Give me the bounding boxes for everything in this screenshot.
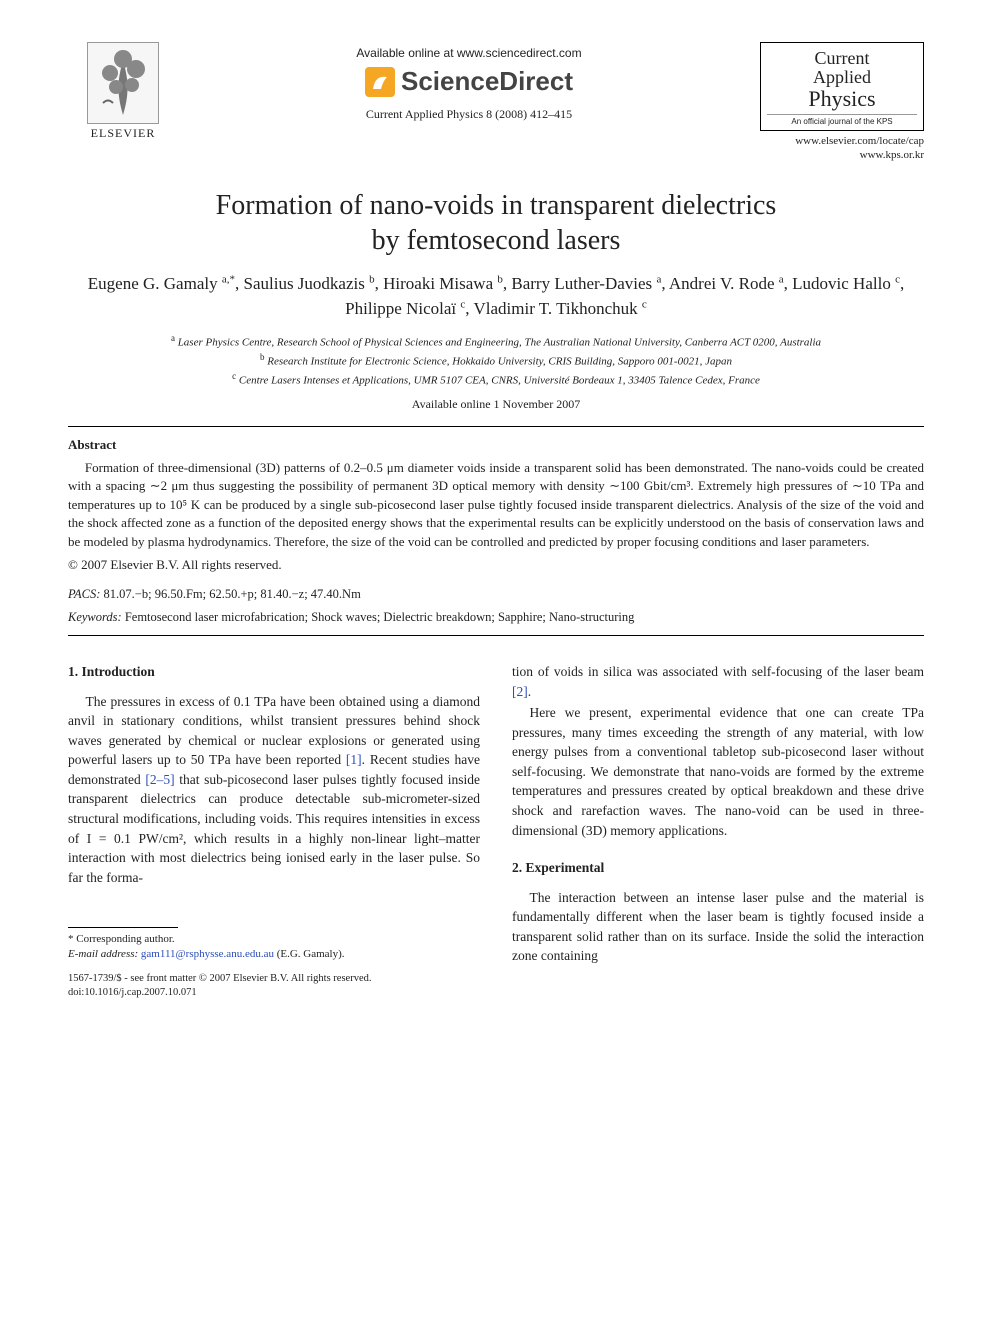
intro-paragraph-1: The pressures in excess of 0.1 TPa have … xyxy=(68,692,480,888)
journal-line1: Current xyxy=(767,49,917,68)
journal-url-2[interactable]: www.kps.or.kr xyxy=(760,149,924,163)
journal-cover-box: Current Applied Physics An official jour… xyxy=(760,42,924,131)
affil-c: Centre Lasers Intenses et Applications, … xyxy=(239,374,760,386)
doi-line: doi:10.1016/j.cap.2007.10.071 xyxy=(68,986,480,1000)
sciencedirect-icon xyxy=(365,67,395,97)
affil-a: Laser Physics Centre, Research School of… xyxy=(178,336,821,348)
header-center: Available online at www.sciencedirect.co… xyxy=(178,42,760,122)
abstract-text: Formation of three-dimensional (3D) patt… xyxy=(68,459,924,551)
journal-url-1[interactable]: www.elsevier.com/locate/cap xyxy=(760,135,924,149)
pacs-codes: 81.07.−b; 96.50.Fm; 62.50.+p; 81.40.−z; … xyxy=(104,587,361,601)
affil-b: Research Institute for Electronic Scienc… xyxy=(267,355,732,367)
available-online-line: Available online at www.sciencedirect.co… xyxy=(178,46,760,60)
page-root: ELSEVIER Available online at www.science… xyxy=(0,0,992,1039)
ref-link-2-5[interactable]: [2–5] xyxy=(145,772,174,787)
elsevier-tree-icon xyxy=(87,42,159,124)
publisher-block: ELSEVIER xyxy=(68,42,178,141)
corresponding-label: * Corresponding author. xyxy=(68,932,480,947)
email-label: E-mail address: xyxy=(68,948,138,960)
journal-subtitle: An official journal of the KPS xyxy=(767,114,917,126)
journal-urls: www.elsevier.com/locate/cap www.kps.or.k… xyxy=(760,135,924,163)
pacs-label: PACS: xyxy=(68,587,100,601)
header-row: ELSEVIER Available online at www.science… xyxy=(68,42,924,162)
corresponding-email[interactable]: gam111@rsphysse.anu.edu.au xyxy=(141,948,274,960)
rule-top xyxy=(68,426,924,427)
intro-paragraph-1-cont: tion of voids in silica was associated w… xyxy=(512,662,924,701)
citation-line: Current Applied Physics 8 (2008) 412–415 xyxy=(178,107,760,122)
keywords-line: Keywords: Femtosecond laser microfabrica… xyxy=(68,610,924,625)
intro-paragraph-2: Here we present, experimental evidence t… xyxy=(512,703,924,840)
footnote-separator xyxy=(68,927,178,928)
journal-block: Current Applied Physics An official jour… xyxy=(760,42,924,162)
publisher-label: ELSEVIER xyxy=(68,126,178,141)
corresponding-footnote: * Corresponding author. E-mail address: … xyxy=(68,932,480,962)
sciencedirect-text: ScienceDirect xyxy=(401,66,573,97)
body-columns: 1. Introduction The pressures in excess … xyxy=(68,662,924,999)
title-line1: Formation of nano-voids in transparent d… xyxy=(216,190,777,221)
article-title: Formation of nano-voids in transparent d… xyxy=(68,188,924,258)
authors-line: Eugene G. Gamaly a,*, Saulius Juodkazis … xyxy=(68,272,924,321)
available-date: Available online 1 November 2007 xyxy=(68,397,924,412)
rule-bottom xyxy=(68,635,924,636)
front-matter-meta: 1567-1739/$ - see front matter © 2007 El… xyxy=(68,972,480,999)
abstract-heading: Abstract xyxy=(68,437,924,453)
ref-link-2[interactable]: [2] xyxy=(512,684,528,699)
journal-line3: Physics xyxy=(767,87,917,110)
experimental-paragraph-1: The interaction between an intense laser… xyxy=(512,888,924,966)
section-1-heading: 1. Introduction xyxy=(68,662,480,682)
keywords-label: Keywords: xyxy=(68,610,122,624)
copyright-line: © 2007 Elsevier B.V. All rights reserved… xyxy=(68,557,924,573)
pacs-line: PACS: 81.07.−b; 96.50.Fm; 62.50.+p; 81.4… xyxy=(68,587,924,602)
left-column: 1. Introduction The pressures in excess … xyxy=(68,662,480,999)
affiliations: a Laser Physics Centre, Research School … xyxy=(68,332,924,389)
email-author: (E.G. Gamaly). xyxy=(277,948,345,960)
ref-link-1[interactable]: [1] xyxy=(346,752,362,767)
right-column: tion of voids in silica was associated w… xyxy=(512,662,924,999)
front-matter-line: 1567-1739/$ - see front matter © 2007 El… xyxy=(68,972,480,986)
sciencedirect-logo[interactable]: ScienceDirect xyxy=(178,66,760,97)
keywords-text: Femtosecond laser microfabrication; Shoc… xyxy=(125,610,635,624)
journal-line2: Applied xyxy=(767,68,917,87)
section-2-heading: 2. Experimental xyxy=(512,858,924,878)
title-line2: by femtosecond lasers xyxy=(372,225,621,256)
